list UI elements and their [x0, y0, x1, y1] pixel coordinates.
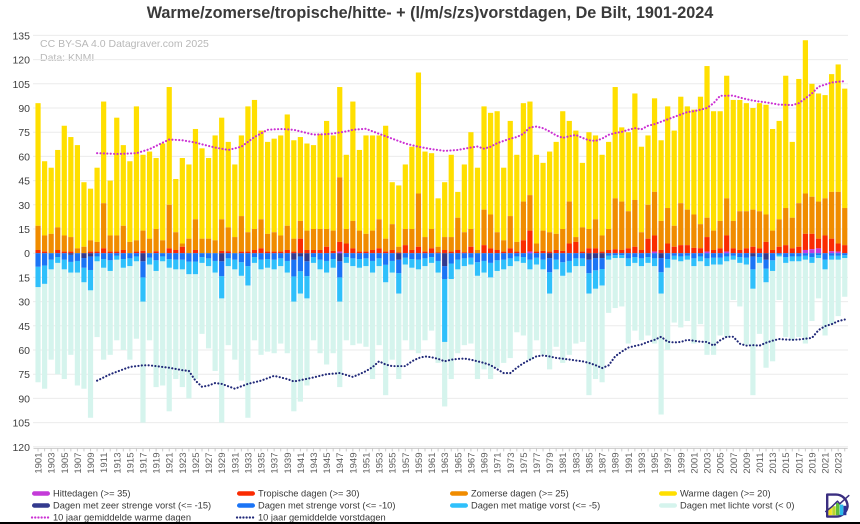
svg-text:1909: 1909	[86, 453, 97, 474]
svg-text:1969: 1969	[480, 453, 491, 474]
svg-text:1917: 1917	[138, 453, 149, 474]
svg-text:Dagen met strenge vorst (<= -1: Dagen met strenge vorst (<= -10)	[258, 501, 395, 511]
svg-text:75: 75	[18, 127, 30, 139]
svg-text:90: 90	[18, 393, 30, 405]
svg-text:Hittedagen (>= 35): Hittedagen (>= 35)	[53, 489, 131, 499]
svg-text:10 jaar gemiddelde warme dagen: 10 jaar gemiddelde warme dagen	[53, 513, 191, 523]
svg-text:1975: 1975	[519, 453, 530, 474]
svg-text:1989: 1989	[611, 453, 622, 474]
svg-text:15: 15	[18, 272, 30, 284]
svg-text:2011: 2011	[755, 453, 766, 473]
svg-text:2013: 2013	[768, 453, 779, 474]
svg-text:2007: 2007	[729, 453, 740, 474]
svg-text:1947: 1947	[335, 453, 346, 474]
svg-text:1979: 1979	[545, 453, 556, 474]
svg-text:1935: 1935	[257, 453, 268, 474]
svg-text:1949: 1949	[348, 453, 359, 474]
svg-text:135: 135	[12, 30, 30, 42]
svg-text:2019: 2019	[807, 453, 818, 474]
svg-text:15: 15	[18, 224, 30, 236]
svg-text:2009: 2009	[742, 453, 753, 474]
svg-text:2017: 2017	[794, 453, 805, 474]
svg-text:10 jaar gemiddelde vorstdagen: 10 jaar gemiddelde vorstdagen	[258, 513, 386, 523]
svg-text:30: 30	[18, 200, 30, 212]
svg-text:120: 120	[12, 442, 30, 454]
svg-text:1925: 1925	[191, 453, 202, 474]
svg-text:120: 120	[12, 55, 30, 67]
svg-text:Dagen met lichte vorst (< 0): Dagen met lichte vorst (< 0)	[680, 501, 794, 511]
svg-text:1977: 1977	[532, 453, 543, 474]
svg-text:1953: 1953	[375, 453, 386, 474]
svg-text:1905: 1905	[60, 453, 71, 474]
svg-text:1983: 1983	[571, 453, 582, 474]
svg-text:30: 30	[18, 297, 30, 309]
svg-text:105: 105	[12, 79, 30, 91]
svg-text:1971: 1971	[493, 453, 504, 474]
svg-text:1987: 1987	[598, 453, 609, 474]
svg-text:1967: 1967	[466, 453, 477, 474]
svg-text:1901: 1901	[34, 453, 45, 474]
svg-text:1965: 1965	[453, 453, 464, 474]
svg-text:1941: 1941	[296, 453, 307, 474]
svg-text:2023: 2023	[834, 453, 845, 474]
svg-text:1937: 1937	[270, 453, 281, 474]
svg-text:1903: 1903	[47, 453, 58, 474]
svg-text:90: 90	[18, 103, 30, 115]
svg-text:1999: 1999	[676, 453, 687, 474]
svg-text:1907: 1907	[73, 453, 84, 474]
svg-text:0: 0	[24, 248, 30, 260]
svg-text:105: 105	[12, 418, 30, 430]
svg-text:2015: 2015	[781, 453, 792, 474]
svg-text:1955: 1955	[388, 453, 399, 474]
svg-text:2021: 2021	[821, 453, 832, 474]
svg-text:Dagen met matige vorst (<= -5): Dagen met matige vorst (<= -5)	[471, 501, 600, 511]
svg-text:Warme dagen (>= 20): Warme dagen (>= 20)	[680, 489, 771, 499]
svg-text:Tropische dagen (>= 30): Tropische dagen (>= 30)	[258, 489, 359, 499]
svg-text:1985: 1985	[584, 453, 595, 474]
svg-text:1961: 1961	[427, 453, 438, 474]
svg-text:1933: 1933	[243, 453, 254, 474]
svg-text:2005: 2005	[716, 453, 727, 474]
svg-text:1991: 1991	[624, 453, 635, 474]
svg-text:60: 60	[18, 345, 30, 357]
svg-text:1915: 1915	[125, 453, 136, 474]
svg-text:1981: 1981	[558, 453, 569, 474]
svg-text:1929: 1929	[217, 453, 228, 474]
svg-text:1973: 1973	[506, 453, 517, 474]
svg-text:1919: 1919	[152, 453, 163, 474]
svg-text:1995: 1995	[650, 453, 661, 474]
svg-text:1993: 1993	[637, 453, 648, 474]
svg-text:Dagen met zeer strenge vorst (: Dagen met zeer strenge vorst (<= -15)	[53, 501, 211, 511]
svg-text:1927: 1927	[204, 453, 215, 474]
svg-text:1997: 1997	[663, 453, 674, 474]
svg-text:45: 45	[18, 321, 30, 333]
svg-text:75: 75	[18, 369, 30, 381]
svg-text:1923: 1923	[178, 453, 189, 474]
svg-text:Zomerse dagen (>= 25): Zomerse dagen (>= 25)	[471, 489, 569, 499]
svg-text:1957: 1957	[401, 453, 412, 474]
svg-text:60: 60	[18, 151, 30, 163]
svg-text:1939: 1939	[283, 453, 294, 474]
svg-text:2003: 2003	[703, 453, 714, 474]
svg-text:1911: 1911	[99, 453, 110, 473]
svg-text:1913: 1913	[112, 453, 123, 474]
svg-text:1945: 1945	[322, 453, 333, 474]
svg-text:1943: 1943	[309, 453, 320, 474]
svg-text:1951: 1951	[361, 453, 372, 474]
svg-text:45: 45	[18, 176, 30, 188]
svg-text:2001: 2001	[689, 453, 700, 474]
svg-text:1959: 1959	[414, 453, 425, 474]
svg-text:1963: 1963	[440, 453, 451, 474]
svg-text:1931: 1931	[230, 453, 241, 474]
svg-text:1921: 1921	[165, 453, 176, 474]
